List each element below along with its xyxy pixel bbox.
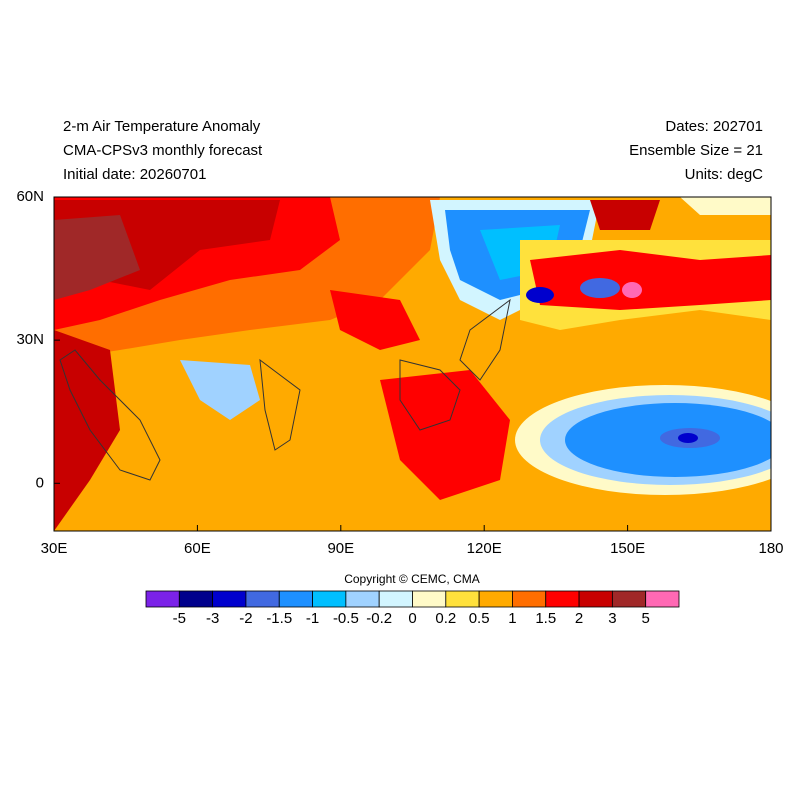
colorbar-box [145, 590, 180, 608]
colorbar-label: 5 [642, 610, 650, 627]
colorbar-label: 0 [408, 610, 416, 627]
colorbar-label: -2 [239, 610, 252, 627]
colorbar-box [278, 590, 313, 608]
colorbar-label: -5 [173, 610, 186, 627]
colorbar-box [412, 590, 447, 608]
y-tick-label: 60N [16, 188, 44, 205]
map-frame [53, 196, 772, 532]
colorbar-box [245, 590, 280, 608]
info-line: Units: degC [685, 166, 764, 183]
info-line: Dates: 202701 [665, 118, 763, 135]
colorbar-box [645, 590, 680, 608]
colorbar-label: 0.5 [469, 610, 490, 627]
x-tick-label: 90E [327, 540, 354, 557]
copyright: Copyright © CEMC, CMA [344, 572, 480, 586]
title-line: Initial date: 20260701 [63, 166, 206, 183]
colorbar-box [345, 590, 380, 608]
colorbar-box [478, 590, 513, 608]
colorbar-box [512, 590, 547, 608]
colorbar-label: 1 [508, 610, 516, 627]
colorbar-box [378, 590, 413, 608]
title-line: 2-m Air Temperature Anomaly [63, 118, 261, 135]
title-line: CMA-CPSv3 monthly forecast [63, 142, 263, 159]
colorbar-box [312, 590, 347, 608]
colorbar-label: -1 [306, 610, 319, 627]
y-tick-label: 0 [36, 474, 44, 491]
colorbar-box [212, 590, 247, 608]
colorbar-label: 3 [608, 610, 616, 627]
colorbar-box [545, 590, 580, 608]
colorbar-box [578, 590, 613, 608]
x-tick-label: 60E [184, 540, 211, 557]
colorbar-label: -3 [206, 610, 219, 627]
colorbar-label: -0.5 [333, 610, 359, 627]
colorbar-label: -0.2 [366, 610, 392, 627]
x-tick-label: 180 [758, 540, 783, 557]
x-tick-label: 120E [467, 540, 502, 557]
colorbar-box [445, 590, 480, 608]
colorbar-label: 2 [575, 610, 583, 627]
colorbar-label: 0.2 [435, 610, 456, 627]
colorbar-label: 1.5 [535, 610, 556, 627]
y-tick-label: 30N [16, 331, 44, 348]
colorbar-label: -1.5 [266, 610, 292, 627]
colorbar-box [178, 590, 214, 608]
anomaly-map [54, 197, 771, 531]
info-line: Ensemble Size = 21 [629, 142, 763, 159]
x-tick-label: 150E [610, 540, 645, 557]
colorbar-box [611, 590, 647, 608]
x-tick-label: 30E [41, 540, 68, 557]
